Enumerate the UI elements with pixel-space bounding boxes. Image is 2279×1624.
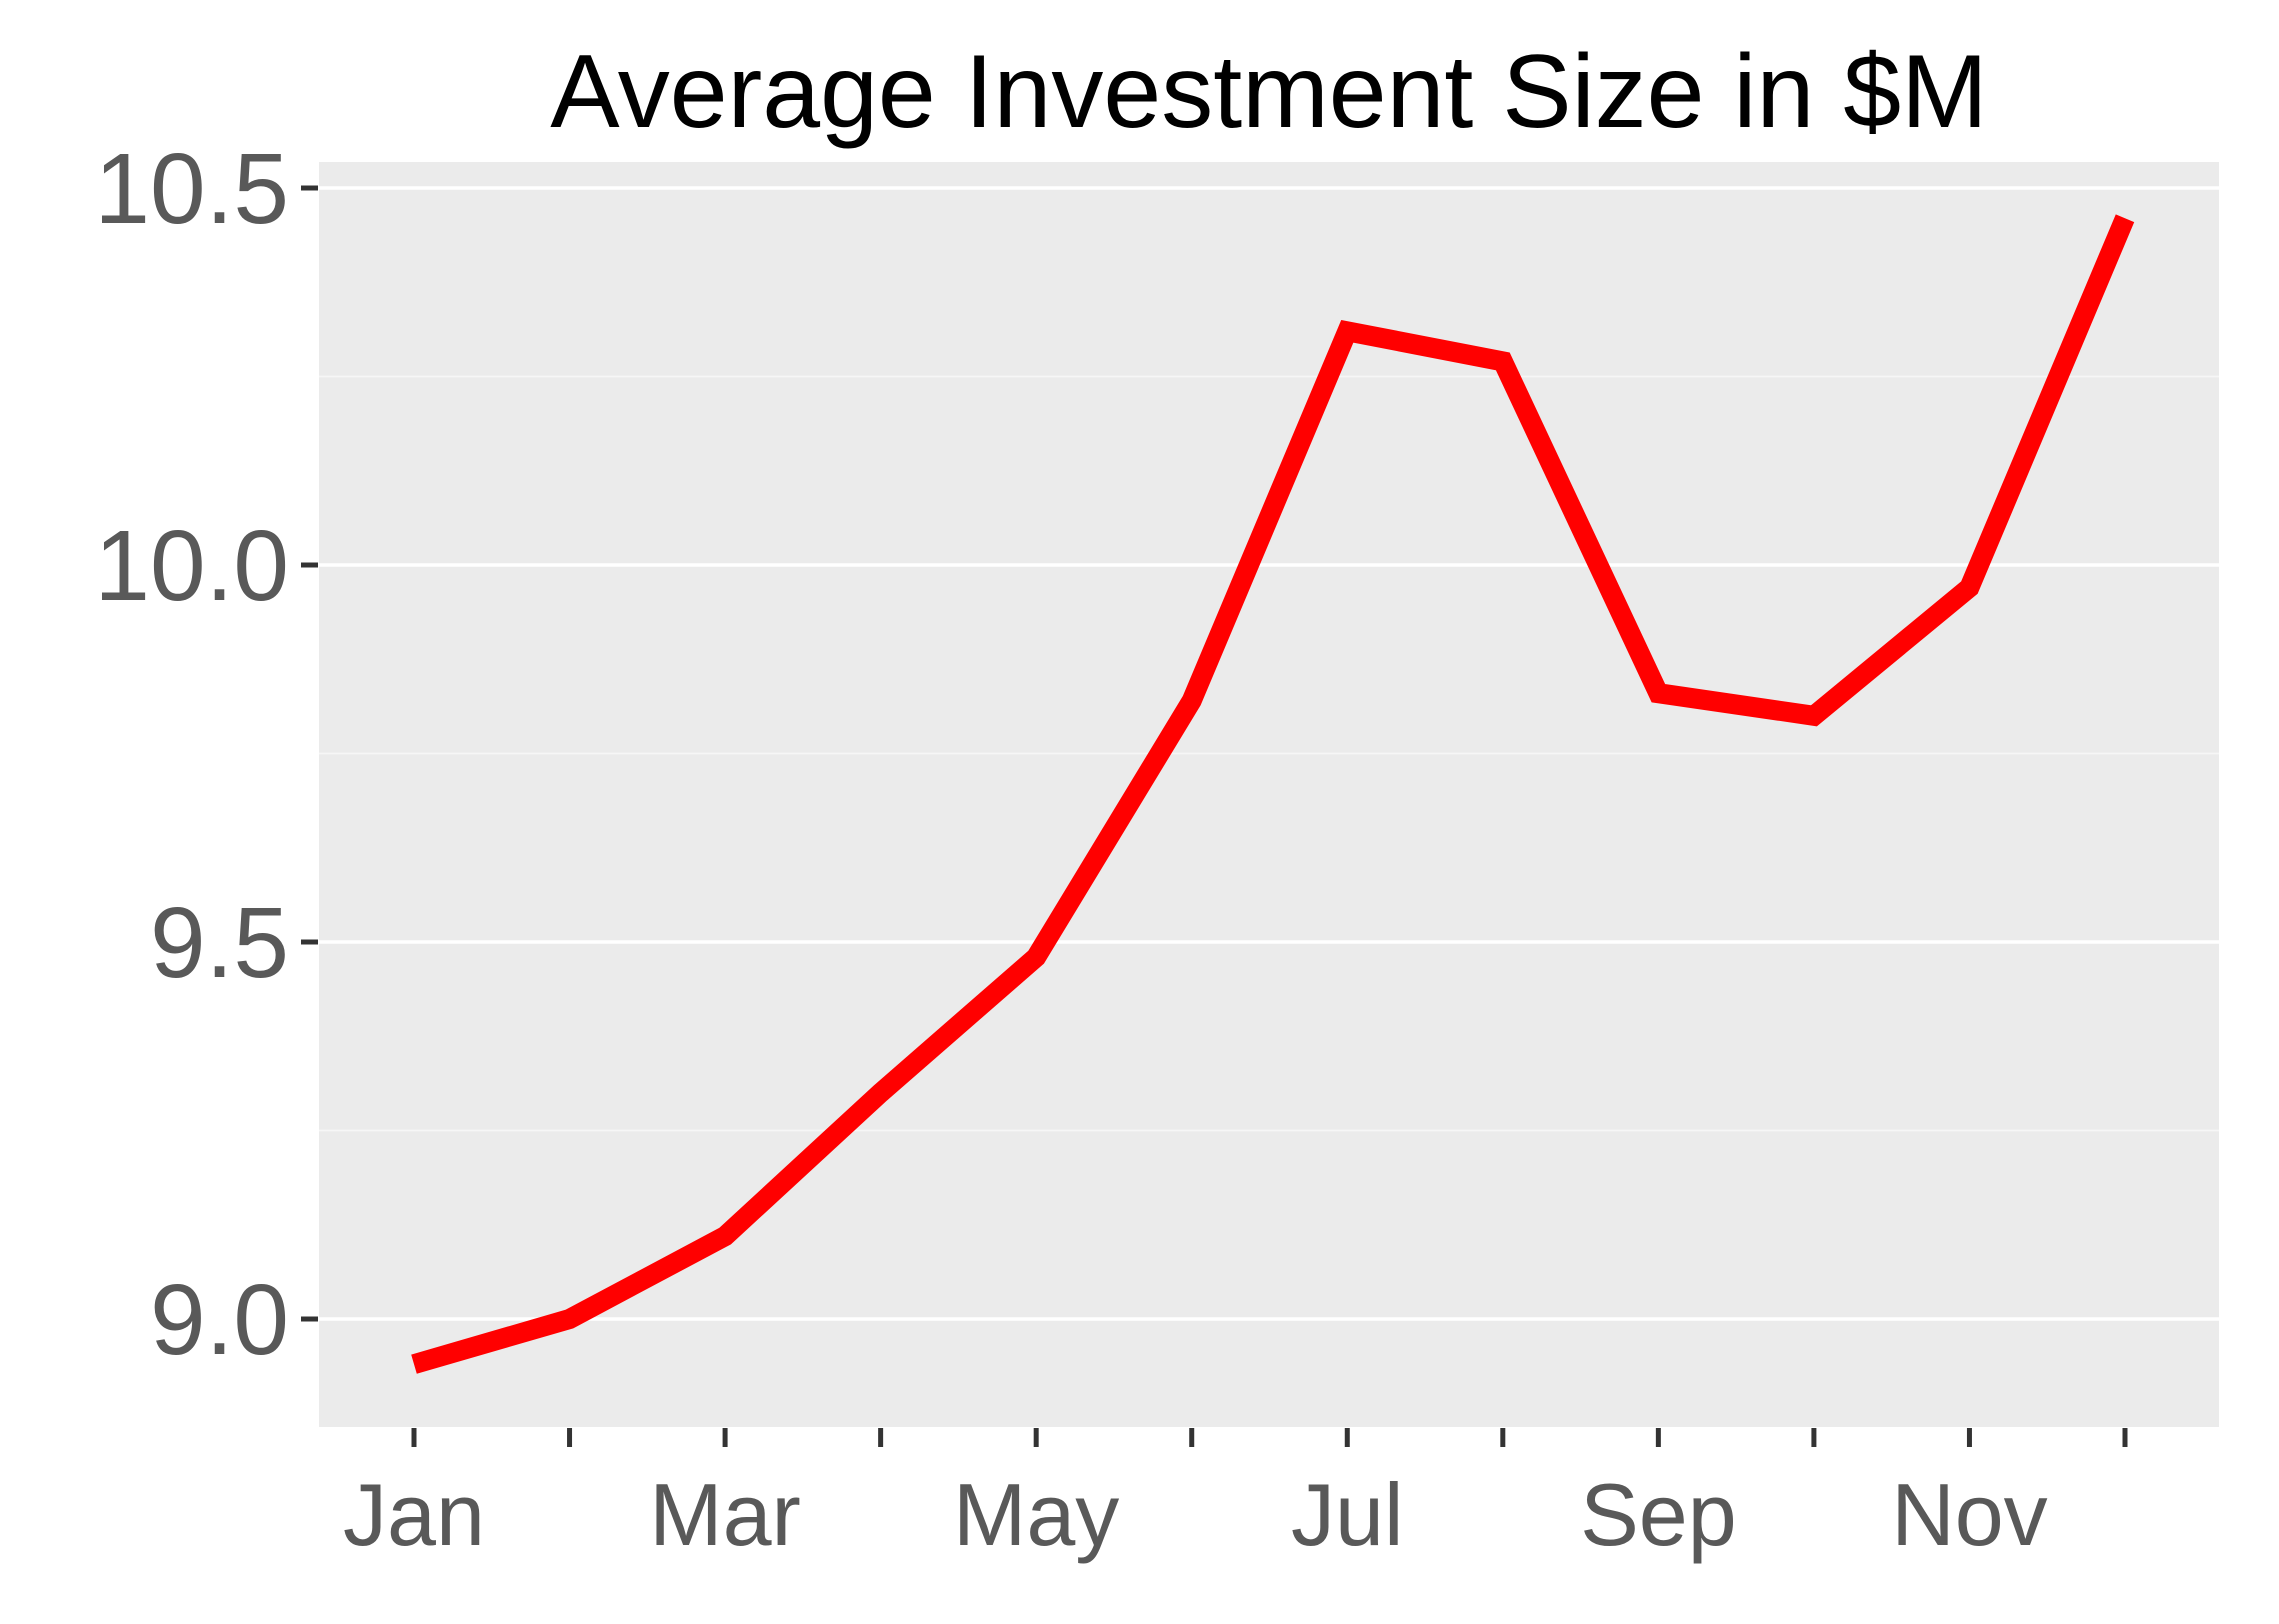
chart-title: Average Investment Size in $M [550, 34, 1988, 150]
y-tick-label: 9.0 [150, 1264, 289, 1376]
y-tick-label: 9.5 [150, 887, 289, 999]
x-tick-label: Mar [649, 1465, 801, 1564]
x-tick-label: May [953, 1465, 1119, 1564]
y-tick-label: 10.5 [94, 133, 289, 245]
x-tick-label: Sep [1580, 1465, 1737, 1564]
x-tick-label: Nov [1891, 1465, 2048, 1564]
plot-panel [319, 162, 2219, 1427]
x-tick-label: Jul [1291, 1465, 1404, 1564]
y-tick-label: 10.0 [94, 510, 289, 622]
x-tick-label: Jan [343, 1465, 485, 1564]
data-line [411, 214, 2135, 1374]
